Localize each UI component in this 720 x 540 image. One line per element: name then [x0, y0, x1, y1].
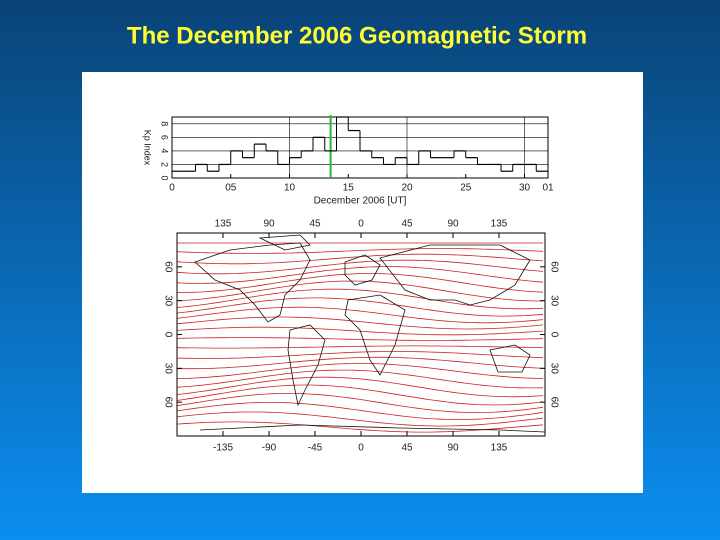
- y-tick-label: 0: [160, 175, 170, 180]
- x-tick-label: -90: [262, 443, 277, 454]
- y-tick-label: 30: [548, 363, 559, 375]
- x-tick-label: 135: [215, 219, 232, 230]
- contour: [176, 280, 543, 302]
- x-tick-label: 45: [309, 219, 321, 230]
- y-tick-label: 60: [162, 397, 173, 409]
- contour: [176, 376, 544, 398]
- x-tick-label: -135: [213, 443, 233, 454]
- coastlines: [194, 234, 546, 433]
- x-tick-label: 135: [491, 219, 508, 230]
- y-tick-label: 60: [548, 261, 559, 273]
- contour: [176, 351, 544, 359]
- contour: [176, 316, 544, 330]
- x-tick-label: -45: [308, 443, 323, 454]
- x-tick-label: 05: [225, 183, 237, 194]
- x-tick-label: 20: [401, 183, 413, 194]
- contour: [176, 384, 544, 406]
- y-tick-label: 2: [160, 162, 170, 167]
- y-tick-label: 60: [548, 397, 559, 409]
- y-tick-label: 30: [162, 295, 173, 307]
- y-tick-label: 60: [162, 261, 173, 273]
- plots: 0 2 4 6 8 0 05 10 15 20 25 30 01 Kp Index December 200…: [143, 115, 559, 454]
- contour: [176, 363, 544, 379]
- x-tick-label: 0: [169, 183, 175, 194]
- contour: [176, 288, 544, 310]
- y-tick-label: 8: [160, 121, 170, 126]
- x-tick-label: 135: [491, 443, 508, 454]
- y-axis-label: Kp Index: [143, 130, 153, 166]
- contour: [176, 402, 544, 420]
- x-axis-label: December 2006 [UT]: [314, 196, 407, 207]
- x-tick-label: 0: [358, 219, 364, 230]
- x-tick-label: 15: [343, 183, 355, 194]
- contour: [176, 369, 544, 389]
- x-tick-label: 0: [358, 443, 364, 454]
- x-tick-label: 45: [401, 443, 413, 454]
- contour: [176, 306, 544, 324]
- contour: [176, 266, 544, 284]
- contour: [176, 345, 544, 349]
- y-tick-label: 30: [162, 363, 173, 375]
- x-tick-label: 90: [263, 219, 275, 230]
- x-tick-label: 30: [519, 183, 531, 194]
- x-tick-label: 01: [542, 183, 554, 194]
- y-tick-label: 4: [160, 148, 170, 153]
- contour: [176, 248, 544, 254]
- contour: [176, 297, 544, 317]
- x-tick-label: 90: [447, 443, 459, 454]
- contour: [177, 273, 544, 293]
- contour: [176, 411, 544, 427]
- x-tick-label: 25: [460, 183, 472, 194]
- slide-title: The December 2006 Geomagnetic Storm: [127, 22, 587, 49]
- x-tick-label: 90: [447, 219, 459, 230]
- contour: [176, 356, 544, 370]
- y-tick-label: 0: [548, 332, 559, 338]
- y-tick-label: 30: [548, 295, 559, 307]
- x-tick-label: 10: [284, 183, 296, 194]
- contour: [176, 393, 544, 414]
- contour: [176, 259, 544, 275]
- y-tick-label: 6: [160, 135, 170, 140]
- contour: [176, 337, 544, 341]
- x-tick-label: 45: [401, 219, 413, 230]
- y-tick-label: 0: [162, 332, 173, 338]
